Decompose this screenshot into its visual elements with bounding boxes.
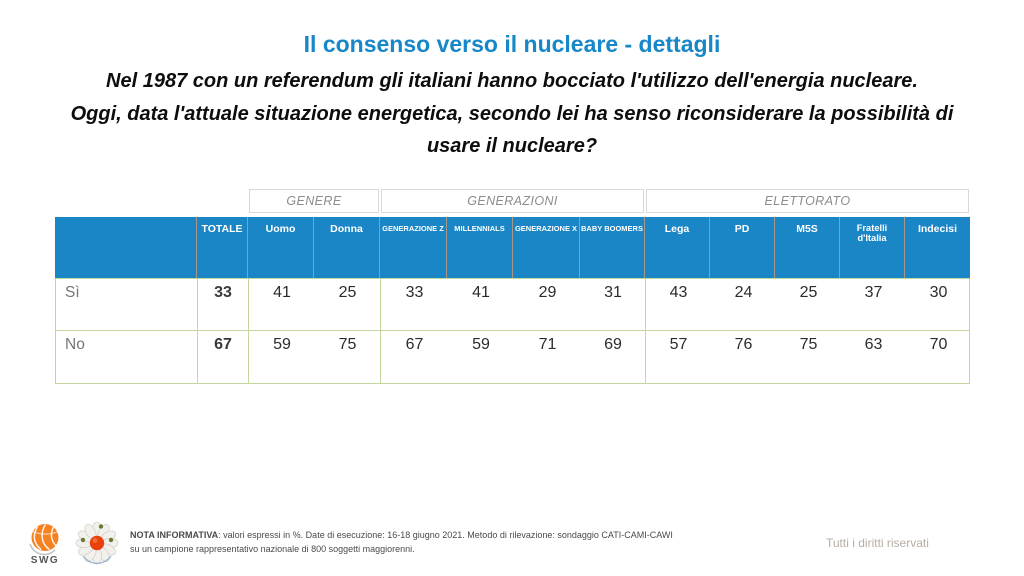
page-title: Il consenso verso il nucleare - dettagli: [303, 31, 721, 57]
table-row-no: No 67 59 75 67 59 71 69 57 76 75 63 70: [55, 331, 970, 384]
value-cell: 71: [538, 336, 557, 353]
table-header-row: TOTALE Uomo Donna GENERAZIONE Z MILLENNI…: [55, 217, 970, 278]
value-cell: 57: [669, 336, 688, 353]
value-cell: 70: [929, 336, 948, 353]
swg-logo: SWG: [20, 522, 70, 566]
methodology-note-label: NOTA INFORMATIVA: [130, 530, 219, 540]
swg-globe-icon: [29, 524, 59, 556]
header-m5s: M5S: [775, 217, 840, 278]
swg-logo-text: SWG: [30, 555, 60, 566]
results-table: GENERE GENERAZIONI ELETTORATO TOTALE Uom…: [55, 189, 970, 384]
survey-question: Nel 1987 con un referendum gli italiani …: [20, 65, 1004, 163]
header-totale: TOTALE: [197, 217, 248, 278]
value-cell: 59: [273, 336, 291, 353]
value-cell: 59: [472, 336, 490, 353]
value-cell: 76: [734, 336, 753, 353]
column-group-elettorato: ELETTORATO: [646, 189, 969, 213]
header-lega: Lega: [645, 217, 710, 278]
rights-reserved-text: Tutti i diritti riservati: [826, 536, 929, 550]
methodology-note-text: : valori espressi in %. Date di esecuzio…: [130, 530, 673, 554]
value-cell: 69: [581, 331, 646, 383]
row-label: Sì: [56, 279, 198, 330]
column-group-row: GENERE GENERAZIONI ELETTORATO: [55, 189, 970, 214]
value-cell: 37: [864, 284, 883, 301]
value-cell: 63: [864, 336, 883, 353]
header-baby-boomers: BABY BOOMERS: [580, 217, 645, 278]
header-generazione-x: GENERAZIONE X: [513, 217, 580, 278]
value-cell: 67: [405, 336, 424, 353]
header-fratelli-italia: Fratelli d'Italia: [840, 217, 905, 278]
header-corner-cell: [55, 217, 197, 278]
value-cell: 25: [799, 284, 818, 301]
quality-badge-logo: [74, 520, 120, 575]
value-cell: 41: [273, 284, 291, 301]
value-cell: 41: [472, 284, 490, 301]
value-cell: 33: [405, 284, 424, 301]
column-group-generazioni: GENERAZIONI: [381, 189, 644, 213]
row-label: No: [56, 331, 198, 383]
header-generazione-z: GENERAZIONE Z: [380, 217, 447, 278]
survey-question-line: Nel 1987 con un referendum gli italiani …: [106, 70, 918, 92]
methodology-note: NOTA INFORMATIVA: valori espressi in %. …: [130, 529, 678, 557]
value-cell: 31: [581, 279, 646, 330]
value-cell: 33: [198, 279, 249, 330]
header-donna: Donna: [314, 217, 380, 278]
value-cell: 75: [799, 336, 818, 353]
survey-question-line: usare il nucleare?: [426, 135, 598, 157]
survey-question-line: Oggi, data l'attuale situazione energeti…: [70, 102, 954, 125]
header-millennials: MILLENNIALS: [447, 217, 513, 278]
header-uomo: Uomo: [248, 217, 314, 278]
header-indecisi: Indecisi: [917, 223, 958, 235]
daisy-badge-icon: [75, 521, 119, 565]
value-cell: 75: [315, 331, 381, 383]
value-cell: 24: [734, 284, 753, 301]
value-cell: 30: [929, 284, 948, 301]
header-pd: PD: [710, 217, 775, 278]
table-row-si: Sì 33 41 25 33 41 29 31 43 24 25 37 30: [55, 278, 970, 331]
value-cell: 67: [198, 331, 249, 383]
value-cell: 43: [669, 284, 688, 301]
value-cell: 29: [538, 284, 557, 301]
value-cell: 25: [315, 279, 381, 330]
column-group-genere: GENERE: [249, 189, 379, 213]
